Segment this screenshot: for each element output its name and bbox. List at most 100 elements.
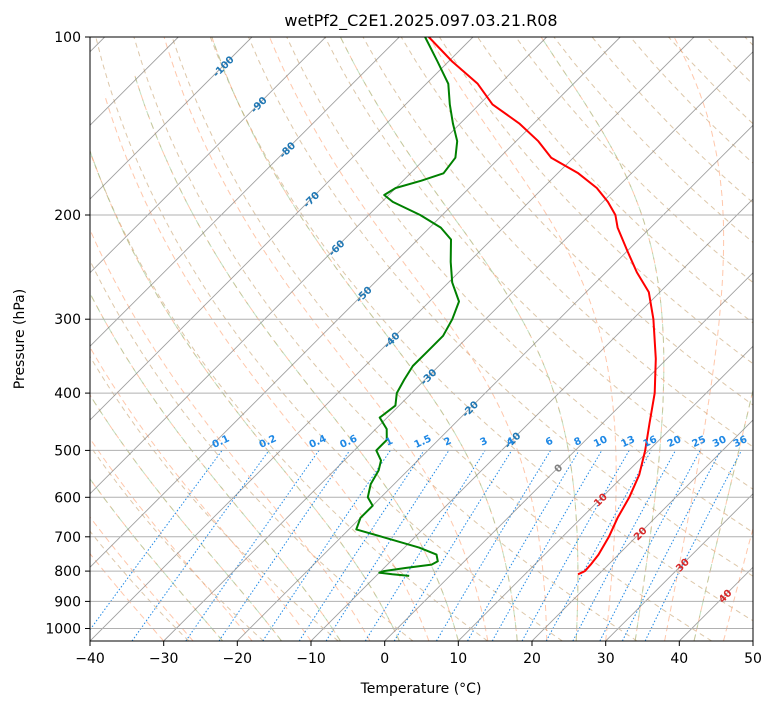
moist-adiabat-line — [723, 527, 753, 641]
dry-adiabat-line — [171, 37, 712, 641]
isotherm-label: 0 — [553, 462, 566, 475]
dry-adiabat-line — [248, 37, 753, 577]
moist-adiabat-line — [540, 37, 665, 641]
pressure-grid — [90, 37, 753, 629]
moist-adiabat-line — [163, 37, 489, 641]
plot-area: -100-90-80-70-60-50-40-30-20-10010203040… — [90, 37, 753, 641]
mixing-ratio-line — [90, 450, 223, 631]
wet-bulb-line — [90, 149, 400, 641]
isotherm-label: -60 — [327, 238, 348, 259]
isotherm-line — [90, 37, 474, 421]
isotherm-label: -70 — [302, 190, 323, 211]
mixing-ratio-line — [545, 450, 652, 641]
isotherm-line — [90, 37, 327, 274]
dry-adiabat-line — [553, 37, 753, 244]
x-tick-label: 0 — [380, 651, 389, 667]
moist-adiabat-line — [90, 149, 400, 641]
dry-adiabat-line — [90, 444, 264, 641]
mixing-ratio-label: 1 — [384, 436, 395, 449]
mixing-ratio-line — [325, 450, 450, 641]
dry-adiabat-line — [477, 37, 753, 324]
mixing-ratio-line — [572, 450, 676, 641]
isotherm-line — [752, 640, 753, 641]
moist-adiabat-line — [90, 228, 371, 641]
x-tick-label: 30 — [597, 651, 615, 667]
wet-bulb-line — [90, 394, 282, 641]
y-tick-label: 300 — [54, 312, 81, 328]
x-tick-label: 10 — [449, 651, 467, 667]
mixing-ratio-line — [467, 450, 580, 641]
moist-adiabat-line — [339, 37, 579, 641]
y-tick-label: 600 — [54, 490, 81, 506]
y-tick-label: 900 — [54, 594, 81, 610]
isotherm-line — [163, 51, 753, 641]
isotherm-line — [90, 37, 695, 641]
mixing-ratio-line — [298, 450, 425, 641]
dry-adiabat-line — [286, 37, 753, 534]
wet-bulb-line — [211, 37, 518, 641]
mixing-ratio-lines — [90, 450, 742, 641]
x-tick-label: 20 — [523, 651, 541, 667]
isotherm-line — [678, 566, 753, 641]
dry-adiabat-line — [668, 37, 753, 125]
isotherm-label: -100 — [211, 54, 237, 80]
isotherm-label: 10 — [592, 492, 610, 510]
mixing-ratio-label: 3 — [479, 436, 490, 449]
moist-adiabat-line — [90, 437, 253, 641]
isotherm-line — [90, 37, 253, 200]
mixing-ratio-line — [621, 450, 722, 641]
isotherm-line — [236, 124, 753, 641]
series-layer — [355, 37, 657, 577]
moist-adiabat-line — [103, 94, 430, 641]
dry-adiabat-line — [95, 37, 563, 641]
dewpoint-profile-line — [355, 37, 460, 577]
mixing-ratio-label: 6 — [544, 436, 555, 449]
dry-adiabat-line — [90, 530, 190, 641]
mixing-ratio-label: 25 — [691, 434, 708, 450]
mixing-ratio-label: 2 — [442, 436, 453, 449]
dry-adiabat-line — [209, 37, 753, 622]
y-tick-label: 800 — [54, 564, 81, 580]
isotherm-label: -30 — [419, 367, 440, 388]
wet-bulb-line — [339, 37, 579, 641]
x-axis-label: Temperature (°C) — [360, 681, 482, 697]
isotherm-line — [90, 37, 548, 495]
x-axis: −40 −30 −20 −10 0 10 20 30 40 50 — [75, 641, 762, 667]
dry-adiabat-line — [706, 37, 753, 86]
dry-adiabat-line — [744, 37, 753, 46]
moist-adiabat-line — [211, 37, 518, 641]
mixing-ratio-label: 16 — [642, 434, 659, 450]
x-tick-label: −10 — [296, 651, 326, 667]
dry-adiabat-line — [515, 37, 753, 284]
mixing-ratio-label: 10 — [592, 434, 609, 450]
isotherm-label: -80 — [278, 140, 299, 161]
y-tick-label: 400 — [54, 386, 81, 402]
x-tick-label: 40 — [670, 651, 688, 667]
y-tick-label: 700 — [54, 530, 81, 546]
moist-adiabat-line — [428, 37, 617, 641]
mixing-ratio-label: 30 — [711, 434, 728, 450]
dry-adiabat-line — [438, 37, 753, 365]
chart-title: wetPf2_C2E1.2025.097.03.21.R08 — [284, 11, 557, 31]
mixing-ratio-line — [435, 450, 552, 641]
isotherm-grid — [90, 37, 753, 641]
isotherm-label: -50 — [354, 285, 375, 306]
y-tick-label: 100 — [54, 30, 81, 46]
isotherm-line — [605, 493, 753, 641]
isotherm-label: 40 — [717, 588, 735, 606]
plot-frame — [89, 36, 754, 642]
isotherm-label: 20 — [632, 525, 650, 543]
x-tick-label: −30 — [149, 651, 179, 667]
y-tick-label: 500 — [54, 443, 81, 459]
dry-adiabat-line — [400, 37, 753, 406]
x-tick-label: −40 — [75, 651, 105, 667]
dry-adiabat-line — [133, 37, 638, 641]
moist-adiabat-line — [90, 292, 341, 641]
isotherm-line — [384, 272, 753, 641]
mixing-ratio-label: 20 — [666, 434, 683, 450]
moist-adiabat-line — [269, 37, 548, 641]
temperature-profile-line — [428, 37, 657, 576]
y-axis: 100 200 300 400 500 600 700 800 900 1000 — [45, 30, 90, 638]
isotherm-line — [310, 198, 753, 641]
